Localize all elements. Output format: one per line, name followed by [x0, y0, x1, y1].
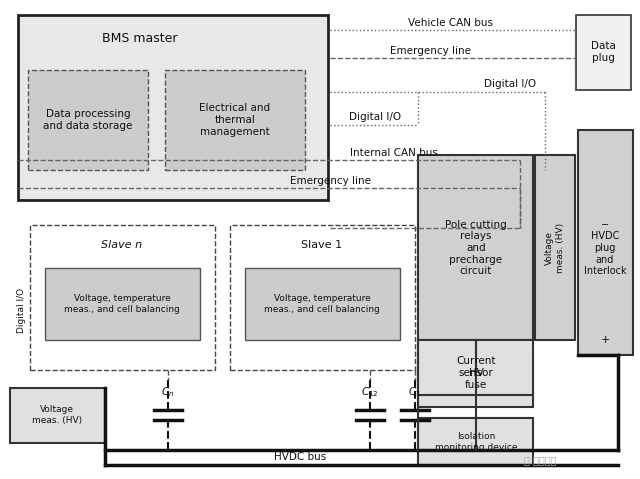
Text: 🔍 研车海道: 🔍 研车海道: [524, 455, 556, 465]
Text: −
HVDC
plug
and
Interlock: − HVDC plug and Interlock: [584, 220, 627, 276]
Text: Emergency line: Emergency line: [390, 46, 470, 56]
Text: Slave 1: Slave 1: [301, 240, 342, 250]
Text: Digital I/O: Digital I/O: [349, 112, 401, 122]
Text: Isolation
monitoring device: Isolation monitoring device: [435, 433, 517, 452]
Text: Voltage
meas. (HV): Voltage meas. (HV): [32, 405, 82, 425]
Bar: [18, 15, 328, 200]
Bar: [418, 352, 533, 407]
Text: BMS master: BMS master: [102, 32, 178, 45]
Text: Slave n: Slave n: [101, 240, 143, 250]
Text: $C_1$: $C_1$: [408, 385, 422, 399]
Text: Digital I/O: Digital I/O: [484, 79, 536, 89]
Text: HV
fuse: HV fuse: [465, 368, 487, 390]
Bar: [10, 388, 105, 443]
Bar: [418, 340, 533, 395]
Text: +: +: [600, 335, 610, 345]
Text: Voltage, temperature
meas., and cell balancing: Voltage, temperature meas., and cell bal…: [264, 294, 380, 314]
Bar: [245, 268, 400, 340]
Text: Vehicle CAN bus: Vehicle CAN bus: [408, 18, 493, 28]
Text: $C_n$: $C_n$: [161, 385, 175, 399]
Text: Electrical and
thermal
management: Electrical and thermal management: [200, 103, 271, 137]
Text: HVDC bus: HVDC bus: [274, 452, 326, 462]
Bar: [418, 155, 533, 340]
Text: Internal CAN bus: Internal CAN bus: [350, 148, 438, 158]
Text: Digital I/O: Digital I/O: [17, 287, 26, 332]
Text: Current
sensor: Current sensor: [456, 356, 496, 378]
Text: Data processing
and data storage: Data processing and data storage: [44, 109, 132, 131]
Bar: [165, 70, 305, 170]
Bar: [30, 225, 215, 370]
Text: Emergency line: Emergency line: [290, 176, 371, 186]
Text: Voltage
meas. (HV): Voltage meas. (HV): [545, 223, 564, 273]
Bar: [578, 130, 633, 355]
Text: $C_{12}$: $C_{12}$: [361, 385, 379, 399]
Bar: [45, 268, 200, 340]
Bar: [535, 155, 575, 340]
Bar: [418, 418, 533, 466]
Bar: [28, 70, 148, 170]
Bar: [576, 15, 631, 90]
Text: Voltage, temperature
meas., and cell balancing: Voltage, temperature meas., and cell bal…: [64, 294, 180, 314]
Text: Pole cutting
relays
and
precharge
circuit: Pole cutting relays and precharge circui…: [445, 220, 507, 276]
Text: Data
plug: Data plug: [591, 41, 616, 63]
Bar: [230, 225, 415, 370]
